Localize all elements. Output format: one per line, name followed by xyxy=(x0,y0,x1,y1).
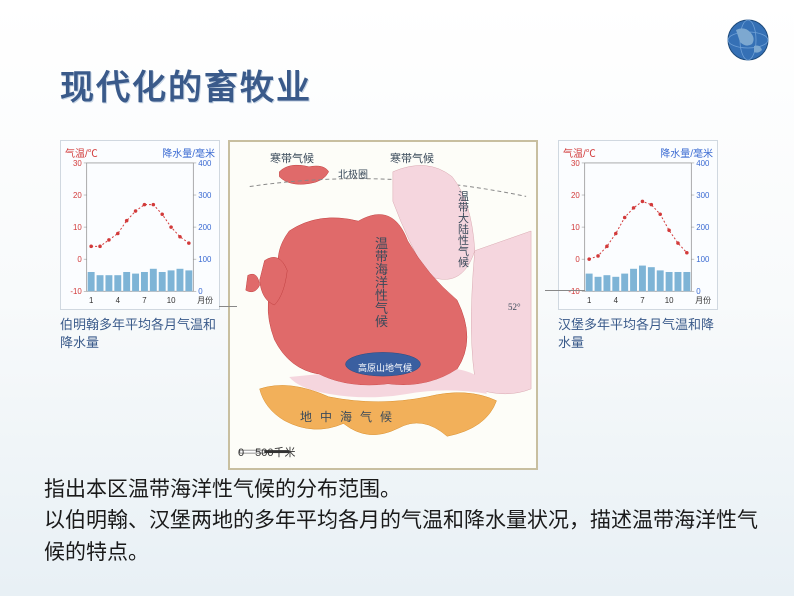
slide-title: 现代化的畜牧业 xyxy=(60,60,312,109)
axis-precip-label-r: 降水量/毫米 xyxy=(660,145,713,160)
connector-right xyxy=(545,290,585,291)
svg-text:10: 10 xyxy=(571,223,580,232)
chart-right-svg: -100102030010020030040014710月份 xyxy=(559,159,717,309)
globe-icon xyxy=(726,18,770,62)
svg-text:4: 4 xyxy=(116,296,121,305)
svg-text:200: 200 xyxy=(198,223,212,232)
svg-text:10: 10 xyxy=(73,223,82,232)
map-label-polar2: 寒带气候 xyxy=(390,150,434,166)
axis-temp-label: 气温/℃ xyxy=(65,145,98,160)
svg-text:400: 400 xyxy=(198,159,212,168)
chart-left-frame: 气温/℃ 降水量/毫米 -100102030010020030040014710… xyxy=(60,140,220,310)
svg-text:300: 300 xyxy=(696,191,710,200)
connector-left xyxy=(219,306,237,307)
svg-text:月份: 月份 xyxy=(197,295,213,305)
svg-text:月份: 月份 xyxy=(695,295,711,305)
svg-text:1: 1 xyxy=(89,296,93,305)
svg-text:10: 10 xyxy=(167,296,176,305)
svg-text:100: 100 xyxy=(198,255,212,264)
chart-left: 气温/℃ 降水量/毫米 -100102030010020030040014710… xyxy=(60,140,220,352)
svg-text:200: 200 xyxy=(696,223,710,232)
svg-text:-10: -10 xyxy=(70,287,82,296)
svg-text:10: 10 xyxy=(665,296,674,305)
chart-left-svg: -100102030010020030040014710月份 xyxy=(61,159,219,309)
svg-text:0: 0 xyxy=(198,287,203,296)
chart-right: 气温/℃ 降水量/毫米 -100102030010020030040014710… xyxy=(558,140,718,352)
svg-text:30: 30 xyxy=(73,159,82,168)
body-line1: 指出本区温带海洋性气候的分布范围。 xyxy=(44,474,758,506)
body-line2: 以伯明翰、汉堡两地的多年平均各月的气温和降水量状况，描述温带海洋性气候的特点。 xyxy=(44,505,758,568)
svg-text:4: 4 xyxy=(614,296,619,305)
map-label-med: 地中海气候 xyxy=(300,408,400,425)
map-label-oceanic: 温带海洋性气候 xyxy=(375,237,388,328)
body-text: 指出本区温带海洋性气候的分布范围。 以伯明翰、汉堡两地的多年平均各月的气温和降水… xyxy=(44,474,758,569)
svg-text:20: 20 xyxy=(73,191,82,200)
svg-text:-10: -10 xyxy=(568,287,580,296)
map-label-lat: 52° xyxy=(508,302,521,312)
svg-text:400: 400 xyxy=(696,159,710,168)
svg-text:0: 0 xyxy=(696,287,701,296)
svg-text:1: 1 xyxy=(587,296,591,305)
chart-right-frame: 气温/℃ 降水量/毫米 -100102030010020030040014710… xyxy=(558,140,718,310)
svg-text:300: 300 xyxy=(198,191,212,200)
svg-text:0: 0 xyxy=(77,255,82,264)
map-label-continental: 温带大陆性气候 xyxy=(458,192,469,269)
map-label-polar1: 寒带气候 xyxy=(270,150,314,166)
axis-temp-label-r: 气温/℃ xyxy=(563,145,596,160)
map-label-highland: 高原山地气候 xyxy=(358,361,412,374)
map-scale: 0 500千米 xyxy=(238,444,295,460)
svg-text:7: 7 xyxy=(142,296,146,305)
climate-map: 寒带气候 寒带气候 北极圈 温带大陆性气候 温带海洋性气候 高原山地气候 地中海… xyxy=(228,140,538,470)
map-label-arctic: 北极圈 xyxy=(338,166,368,181)
svg-text:7: 7 xyxy=(640,296,644,305)
svg-text:0: 0 xyxy=(575,255,580,264)
chart-left-caption: 伯明翰多年平均各月气温和降水量 xyxy=(60,316,220,352)
axis-precip-label: 降水量/毫米 xyxy=(162,145,215,160)
svg-text:100: 100 xyxy=(696,255,710,264)
chart-right-caption: 汉堡多年平均各月气温和降水量 xyxy=(558,316,718,352)
svg-text:20: 20 xyxy=(571,191,580,200)
svg-text:30: 30 xyxy=(571,159,580,168)
content-row: 气温/℃ 降水量/毫米 -100102030010020030040014710… xyxy=(60,140,754,470)
